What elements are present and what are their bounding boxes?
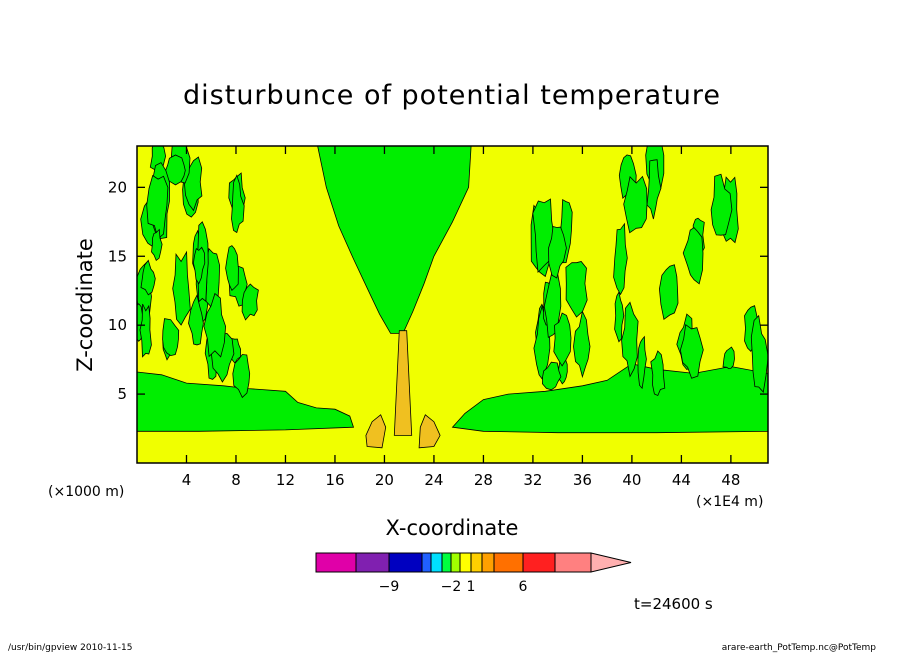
y-tick-label: 15 <box>108 247 127 265</box>
footer-right: arare-earth_PotTemp.nc@PotTemp <box>722 643 877 653</box>
colorbar-swatch <box>481 552 495 573</box>
green-cell <box>614 291 625 343</box>
y-tick-label: 5 <box>117 385 127 403</box>
green-cell <box>679 323 704 379</box>
colorbar-label: −2 <box>441 579 462 595</box>
plot-frame <box>136 145 769 464</box>
green-cell <box>139 303 152 358</box>
y-axis-label: Z-coordinate <box>73 238 97 372</box>
colorbar-swatch <box>450 552 461 573</box>
x-scale-note: (×1E4 m) <box>696 494 763 510</box>
colorbar-swatch <box>430 552 443 573</box>
time-label: t=24600 s <box>634 595 713 613</box>
colorbar-swatch <box>470 552 483 573</box>
x-tick-label: 20 <box>375 471 394 489</box>
green-cell <box>573 310 591 379</box>
green-cell <box>146 174 169 240</box>
colorbar-arrow <box>590 552 632 573</box>
green-cell <box>188 294 204 346</box>
green-cell <box>637 335 647 390</box>
chart-title: disturbunce of potential temperature <box>183 80 721 111</box>
green-cell <box>553 312 572 367</box>
colorbar-swatch <box>315 552 357 573</box>
green-cell <box>225 245 239 291</box>
x-unit-note: (×1000 m) <box>48 484 124 500</box>
x-axis: 4 8 12 16 20 24 28 32 36 40 44 48 <box>182 146 740 489</box>
y-axis: 5 10 15 20 <box>108 178 768 403</box>
x-tick-label: 28 <box>474 471 493 489</box>
green-cell <box>722 346 735 370</box>
warm-lobe-left <box>365 414 387 449</box>
colorbar-label: 1 <box>467 579 476 595</box>
green-cell <box>623 175 648 234</box>
green-cell <box>548 225 567 279</box>
green-cell <box>203 292 227 358</box>
x-tick-label: 32 <box>523 471 542 489</box>
green-cell <box>710 173 733 236</box>
green-cell <box>646 159 662 220</box>
colorbar-swatch <box>441 552 452 573</box>
x-tick-label: 12 <box>276 471 295 489</box>
green-cell <box>682 227 704 285</box>
green-cell <box>140 259 156 296</box>
green-cell <box>162 318 180 357</box>
green-cell <box>541 361 562 391</box>
colorbar <box>315 552 632 573</box>
green-cell <box>613 222 628 296</box>
x-tick-label: 16 <box>325 471 344 489</box>
green-cell <box>650 350 666 397</box>
x-tick-label: 4 <box>182 471 192 489</box>
colorbar-label: 6 <box>519 579 528 595</box>
green-band-left <box>137 371 355 432</box>
y-tick-label: 20 <box>108 178 127 196</box>
green-cell <box>192 246 206 285</box>
x-tick-label: 36 <box>573 471 592 489</box>
warm-lobe-right <box>418 414 441 449</box>
green-cell <box>231 174 245 234</box>
colorbar-labels: −9 −2 1 6 <box>379 579 528 595</box>
colorbar-swatch <box>554 552 592 573</box>
x-axis-label: X-coordinate <box>386 516 519 540</box>
footer-left: /usr/bin/gpview 2010-11-15 <box>8 643 132 653</box>
contour-regions <box>137 146 768 449</box>
colorbar-swatch <box>459 552 472 573</box>
x-tick-label: 40 <box>622 471 641 489</box>
y-tick-label: 10 <box>108 316 127 334</box>
colorbar-swatch <box>522 552 556 573</box>
colorbar-swatch <box>421 552 432 573</box>
colorbar-swatch <box>493 552 524 573</box>
green-cell <box>750 314 768 393</box>
green-cell <box>658 264 679 320</box>
x-tick-label: 44 <box>672 471 691 489</box>
colorbar-swatch <box>388 552 423 573</box>
green-cell <box>621 301 639 378</box>
x-tick-label: 8 <box>231 471 241 489</box>
green-cell <box>241 283 259 321</box>
green-cell <box>172 250 191 326</box>
colorbar-swatch <box>355 552 390 573</box>
colorbar-label: −9 <box>379 579 400 595</box>
green-cell <box>232 354 251 399</box>
x-tick-label: 24 <box>424 471 443 489</box>
warm-column <box>393 330 413 436</box>
green-cell <box>565 261 588 318</box>
green-cell <box>151 228 163 262</box>
x-tick-label: 48 <box>721 471 740 489</box>
plot-area <box>137 146 768 463</box>
